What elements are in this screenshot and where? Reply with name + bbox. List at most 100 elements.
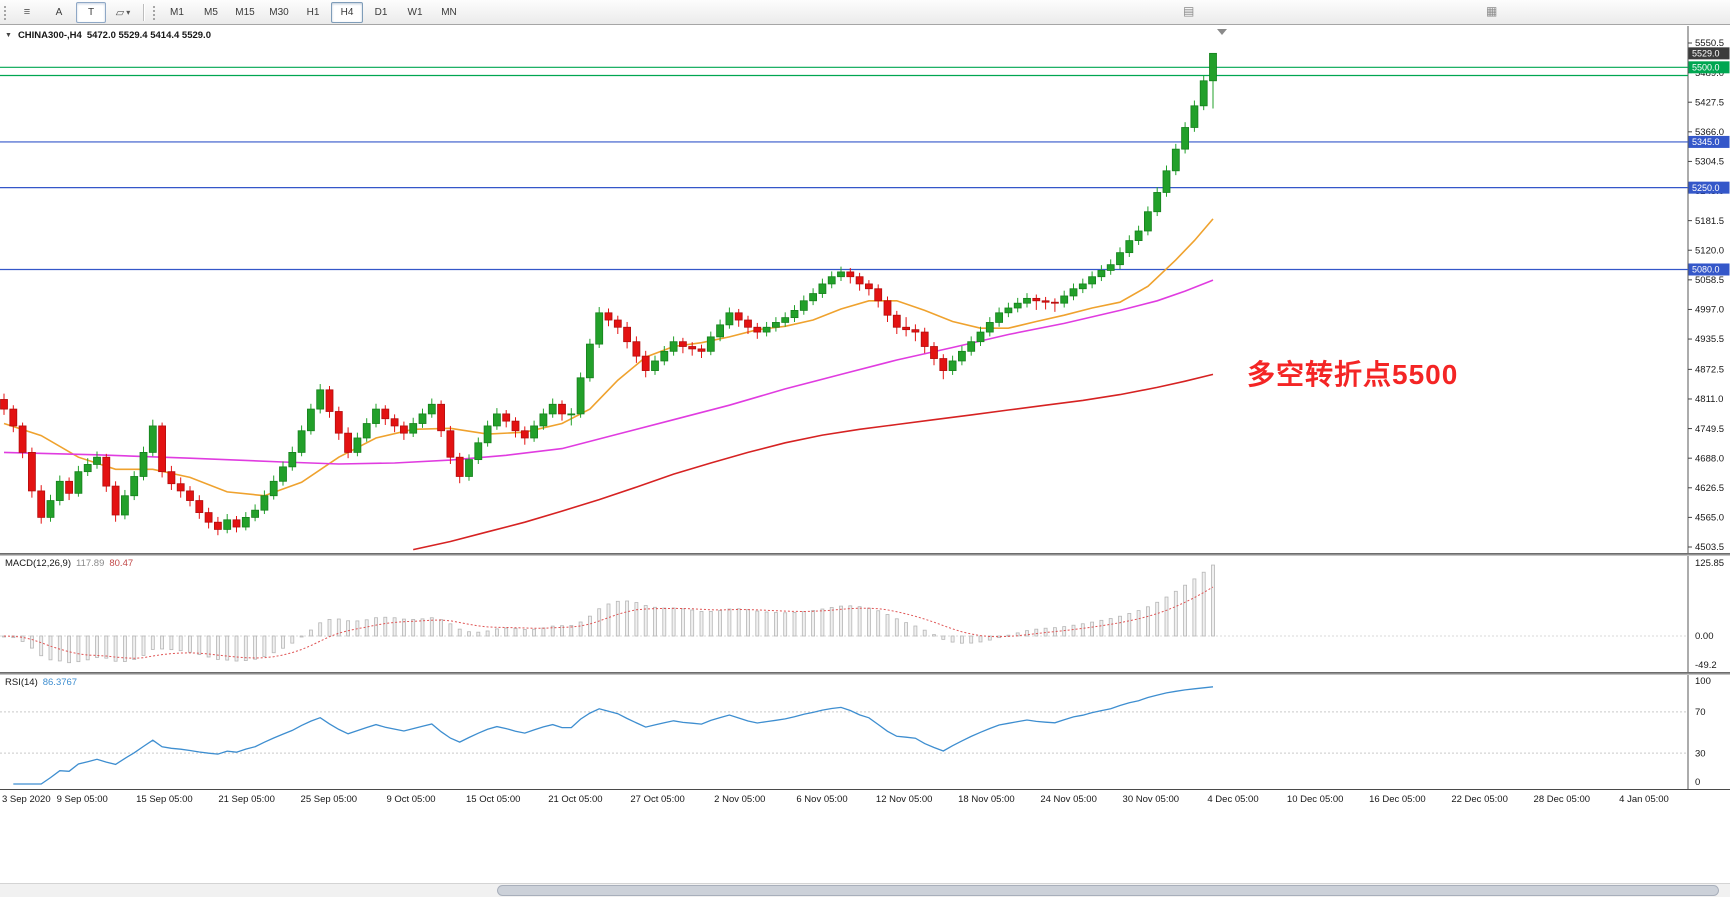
symbol-header: ▼ CHINA300-,H4 5472.0 5529.4 5414.4 5529… <box>5 30 211 41</box>
svg-text:4997.0: 4997.0 <box>1695 305 1724 316</box>
toolbar: ≡ A T ▱ ▾ M1 M5 M15 M30 H1 H4 D1 W1 MN ▤ ▦ <box>0 0 1730 25</box>
ma-mid <box>3 279 1214 465</box>
toolbar-grip[interactable] <box>2 4 7 20</box>
symbol-name: CHINA300-,H4 <box>17 30 82 41</box>
toolbar-separator <box>143 3 145 21</box>
macd-histogram <box>2 564 1215 664</box>
svg-text:5304.5: 5304.5 <box>1695 157 1724 168</box>
time-axis-label: 4 Dec 05:00 <box>1207 794 1259 805</box>
text-annotation-button[interactable]: A <box>44 2 74 23</box>
one-click-trading-toggle-icon[interactable]: ▼ <box>5 32 12 39</box>
bottom-space <box>0 807 1730 883</box>
text-t-icon: T <box>87 6 95 18</box>
rsi-chart[interactable]: 100 70 30 0 <box>0 675 1730 789</box>
svg-text:4872.5: 4872.5 <box>1695 365 1724 376</box>
text-a-icon: A <box>55 6 63 18</box>
time-axis-label: 18 Nov 05:00 <box>958 794 1015 805</box>
chevron-down-icon: ▾ <box>126 7 131 17</box>
svg-text:5529.0: 5529.0 <box>1692 49 1720 59</box>
panel-splitter[interactable] <box>0 553 1730 556</box>
time-axis-label: 22 Dec 05:00 <box>1451 794 1508 805</box>
time-axis-label: 12 Nov 05:00 <box>875 794 933 805</box>
time-axis-label: 27 Oct 05:00 <box>630 794 685 805</box>
price-axis-ticks: 5550.55489.05427.55366.05304.55243.05181… <box>1688 38 1724 553</box>
svg-text:4565.0: 4565.0 <box>1695 513 1724 524</box>
time-axis-label: 9 Sep 05:00 <box>56 794 108 805</box>
svg-text:4626.5: 4626.5 <box>1695 483 1724 494</box>
main-chart[interactable]: 5550.55489.05427.55366.05304.55243.05181… <box>0 26 1730 553</box>
time-axis-label: 15 Oct 05:00 <box>465 794 521 805</box>
lines-tool-icon: ≡ <box>23 6 31 18</box>
toolbar-icon-chart[interactable]: ▤ <box>1183 4 1195 18</box>
time-axis-label: 16 Dec 05:00 <box>1369 794 1426 805</box>
rsi-line <box>13 686 1214 785</box>
macd-signal-line <box>3 586 1214 659</box>
time-axis-label: 25 Sep 05:00 <box>300 794 358 805</box>
timeframe-mn[interactable]: MN <box>441 6 457 18</box>
timeframe-h1[interactable]: H1 <box>306 6 320 18</box>
time-axis-label: 21 Oct 05:00 <box>548 794 603 805</box>
ma-slow <box>413 373 1214 551</box>
svg-text:4503.5: 4503.5 <box>1695 542 1724 553</box>
shapes-tool-button[interactable]: ▱ ▾ <box>108 2 138 23</box>
svg-text:0.00: 0.00 <box>1695 631 1714 642</box>
lines-tool-button[interactable]: ≡ <box>12 2 42 23</box>
horizontal-scrollbar[interactable] <box>0 883 1730 897</box>
text-label-button[interactable]: T <box>76 1 106 23</box>
svg-text:5058.5: 5058.5 <box>1695 275 1724 286</box>
time-axis-label: 28 Dec 05:00 <box>1533 794 1591 805</box>
shapes-tool-icon: ▱ <box>115 6 125 19</box>
rsi-axis-labels: 100 70 30 0 <box>1695 676 1711 788</box>
rsi-value: 86.3767 <box>42 677 78 688</box>
time-axis-label: 2 Nov 05:00 <box>714 794 766 805</box>
time-axis-label: 30 Nov 05:00 <box>1122 794 1180 805</box>
timeframe-h4[interactable]: H4 <box>331 1 363 23</box>
svg-text:5080.0: 5080.0 <box>1692 265 1720 275</box>
macd-name: MACD(12,26,9) <box>5 558 71 569</box>
timeframe-w1[interactable]: W1 <box>407 6 423 18</box>
macd-main-value: 117.89 <box>76 558 105 569</box>
macd-label: MACD(12,26,9) 117.89 80.47 <box>5 558 133 569</box>
timeframe-m30[interactable]: M30 <box>269 6 289 18</box>
macd-signal-value: 80.47 <box>109 558 134 569</box>
svg-text:5181.5: 5181.5 <box>1695 216 1724 227</box>
svg-text:5366.0: 5366.0 <box>1695 127 1724 138</box>
ohlc-readout: 5472.0 5529.4 5414.4 5529.0 <box>86 30 211 41</box>
timeframe-m5[interactable]: M5 <box>204 6 218 18</box>
svg-text:5500.0: 5500.0 <box>1692 63 1720 73</box>
macd-chart[interactable]: 125.85 0.00 -49.2 <box>0 556 1730 672</box>
time-axis-label: 10 Dec 05:00 <box>1286 794 1344 805</box>
timeframe-toolbar-grip[interactable] <box>151 4 156 20</box>
ma-fast <box>3 218 1214 497</box>
scrollbar-thumb[interactable] <box>497 885 1719 896</box>
time-axis-label: 3 Sep 2020 <box>2 794 51 805</box>
chart-annotation-text[interactable]: 多空转折点5500 <box>1247 359 1459 390</box>
rsi-name: RSI(14) <box>5 677 38 688</box>
rsi-label: RSI(14) 86.3767 <box>5 677 77 688</box>
svg-text:4811.0: 4811.0 <box>1695 394 1723 405</box>
svg-text:125.85: 125.85 <box>1695 558 1724 569</box>
time-axis-label: 6 Nov 05:00 <box>796 794 848 805</box>
timeframe-d1[interactable]: D1 <box>374 6 388 18</box>
horizontal-level-lines <box>0 66 1688 271</box>
svg-text:-49.2: -49.2 <box>1695 660 1717 671</box>
toolbar-icon-grid[interactable]: ▦ <box>1486 4 1498 18</box>
timeframe-m1[interactable]: M1 <box>170 6 184 18</box>
svg-text:5345.0: 5345.0 <box>1692 137 1720 147</box>
time-axis[interactable]: 3 Sep 2020 9 Sep 05:00 15 Sep 05:00 21 Sep … <box>0 789 1730 807</box>
macd-axis-labels: 125.85 0.00 -49.2 <box>1695 558 1724 671</box>
time-axis-label: 24 Nov 05:00 <box>1040 794 1097 805</box>
price-badges: 5529.0 5500.0 5345.0 5250.0 5080.0 <box>1688 47 1730 276</box>
time-axis-label: 4 Jan 05:00 <box>1619 794 1669 805</box>
time-axis-label: 15 Sep 05:00 <box>136 794 193 805</box>
svg-text:0: 0 <box>1695 777 1700 788</box>
panel-splitter[interactable] <box>0 672 1730 675</box>
svg-text:5120.0: 5120.0 <box>1695 245 1724 256</box>
svg-text:4749.5: 4749.5 <box>1695 424 1724 435</box>
timeframe-m15[interactable]: M15 <box>235 6 255 18</box>
svg-text:30: 30 <box>1695 748 1706 759</box>
svg-text:5550.5: 5550.5 <box>1695 38 1724 49</box>
time-axis-label: 9 Oct 05:00 <box>386 794 436 805</box>
svg-text:4935.5: 4935.5 <box>1695 334 1724 345</box>
chart-shift-marker <box>1217 29 1227 35</box>
